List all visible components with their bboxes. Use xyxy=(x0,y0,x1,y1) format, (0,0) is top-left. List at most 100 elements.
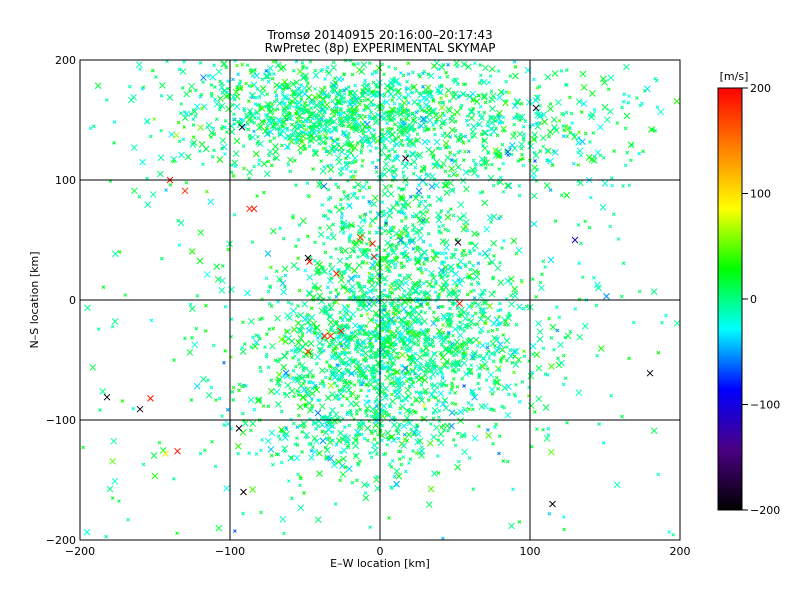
scatter-point xyxy=(382,72,386,77)
scatter-point xyxy=(345,412,350,417)
scatter-point xyxy=(393,265,398,270)
scatter-point xyxy=(437,273,442,277)
scatter-point xyxy=(368,149,373,153)
scatter-point xyxy=(383,82,391,90)
scatter-point xyxy=(346,356,354,363)
scatter-point xyxy=(481,143,485,148)
scatter-point xyxy=(205,189,209,194)
chart-title: Tromsø 20140915 20:16:00–20:17:43 xyxy=(266,28,492,42)
scatter-point xyxy=(369,261,377,269)
scatter-point xyxy=(301,425,306,429)
scatter-point xyxy=(273,358,278,363)
scatter-point xyxy=(359,217,367,224)
scatter-point xyxy=(381,209,386,214)
scatter-point xyxy=(284,329,288,334)
scatter-point xyxy=(298,323,306,330)
scatter-point xyxy=(426,194,431,199)
scatter-point xyxy=(460,225,468,233)
scatter-point xyxy=(419,169,424,174)
scatter-point xyxy=(290,326,298,333)
scatter-point xyxy=(364,253,369,258)
scatter-point xyxy=(374,146,379,150)
scatter-point xyxy=(240,411,245,416)
scatter-point xyxy=(516,113,524,121)
scatter-point xyxy=(352,400,360,408)
scatter-point xyxy=(548,102,553,106)
y-tick-label: 0 xyxy=(69,294,76,307)
scatter-point xyxy=(478,104,483,109)
scatter-point xyxy=(476,110,481,115)
scatter-point xyxy=(306,290,314,298)
scatter-point xyxy=(193,114,198,119)
scatter-point xyxy=(223,152,227,156)
scatter-point xyxy=(512,354,517,359)
scatter-point xyxy=(482,356,486,361)
scatter-point xyxy=(440,312,448,320)
scatter-point xyxy=(483,166,488,170)
scatter-point xyxy=(515,247,523,254)
scatter-point xyxy=(327,71,331,75)
scatter-point xyxy=(501,189,506,194)
scatter-point xyxy=(451,213,456,218)
scatter-point xyxy=(398,273,402,278)
scatter-point xyxy=(497,216,501,221)
scatter-point xyxy=(375,90,380,95)
scatter-point xyxy=(177,219,185,227)
scatter-point xyxy=(495,327,500,332)
scatter-point xyxy=(237,388,241,393)
scatter-point xyxy=(279,409,284,414)
scatter-point xyxy=(656,472,661,477)
scatter-point xyxy=(371,411,379,418)
scatter-point xyxy=(657,108,665,116)
scatter-point xyxy=(486,120,490,124)
scatter-point xyxy=(353,107,358,112)
scatter-point xyxy=(191,341,199,349)
scatter-point xyxy=(284,133,292,140)
scatter-point xyxy=(318,226,322,230)
scatter-point xyxy=(297,144,304,152)
scatter-point xyxy=(312,148,316,153)
scatter-point xyxy=(286,314,293,321)
scatter-point xyxy=(459,431,467,439)
scatter-point xyxy=(453,159,458,163)
scatter-point xyxy=(496,109,503,117)
scatter-point xyxy=(231,77,235,82)
scatter-point xyxy=(344,262,349,267)
scatter-point xyxy=(459,177,467,184)
scatter-point xyxy=(387,341,395,349)
scatter-point xyxy=(455,306,460,311)
scatter-point xyxy=(413,396,420,403)
scatter-point xyxy=(322,384,326,389)
scatter-point xyxy=(230,93,237,101)
scatter-point xyxy=(400,305,408,313)
scatter-point xyxy=(297,504,305,512)
scatter-point xyxy=(422,403,426,408)
scatter-point xyxy=(375,297,382,305)
scatter-point xyxy=(266,365,271,370)
scatter-point xyxy=(193,88,198,93)
scatter-point xyxy=(328,290,333,295)
scatter-point xyxy=(284,328,291,335)
scatter-point xyxy=(480,190,485,194)
scatter-point xyxy=(288,98,296,105)
scatter-point xyxy=(485,367,490,371)
scatter-point xyxy=(467,138,471,143)
scatter-point xyxy=(295,443,300,447)
scatter-point xyxy=(597,123,604,131)
scatter-point xyxy=(255,141,260,146)
scatter-point xyxy=(557,315,562,320)
scatter-point xyxy=(198,94,203,99)
scatter-point xyxy=(334,247,338,251)
scatter-point xyxy=(236,451,241,456)
scatter-point xyxy=(494,379,502,386)
scatter-point xyxy=(424,90,428,95)
scatter-point xyxy=(641,149,645,154)
scatter-point xyxy=(361,259,366,264)
scatter-point xyxy=(340,403,344,408)
scatter-point xyxy=(439,238,447,245)
scatter-point xyxy=(493,425,497,430)
scatter-point xyxy=(482,64,489,72)
scatter-point xyxy=(552,347,556,352)
scatter-point xyxy=(417,292,421,296)
scatter-point xyxy=(433,138,441,146)
